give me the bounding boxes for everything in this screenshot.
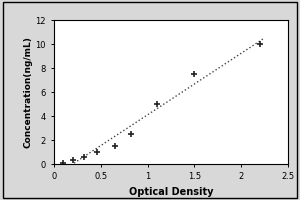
Y-axis label: Concentration(ng/mL): Concentration(ng/mL) bbox=[23, 36, 32, 148]
X-axis label: Optical Density: Optical Density bbox=[129, 187, 213, 197]
